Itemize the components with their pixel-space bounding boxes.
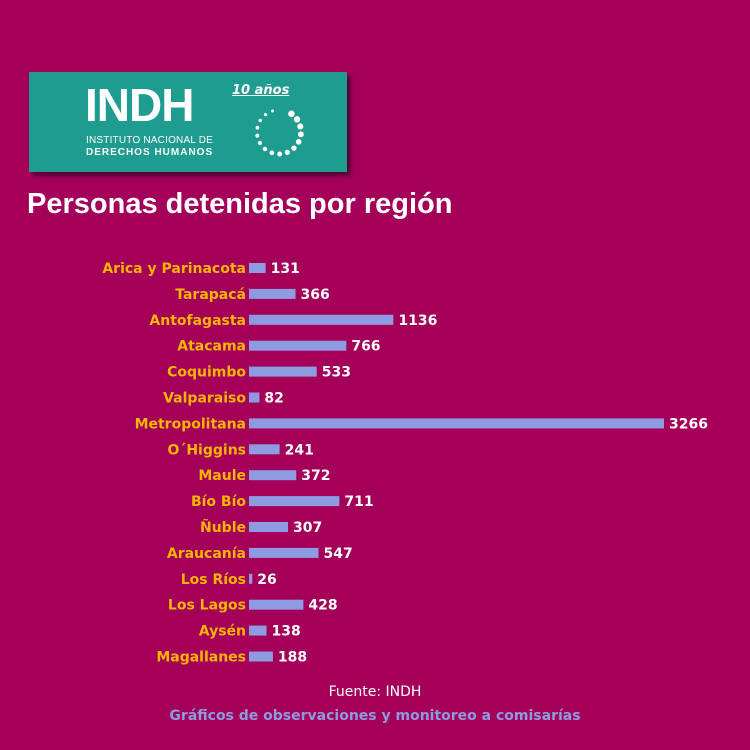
value-label: 138 [272,624,301,640]
bar [249,314,394,325]
category-label: Metropolitana [135,416,246,432]
category-label: Magallanes [156,650,246,666]
logo-dot [257,140,263,146]
category-label: Atacama [177,339,246,355]
value-label: 372 [301,468,330,484]
logo-dot [258,118,263,123]
logo-line-2: DERECHOS HUMANOS [86,147,214,158]
logo-dot [262,146,268,152]
value-label: 82 [264,391,283,407]
value-label: 1136 [398,313,437,329]
bar [249,651,273,662]
logo-dot [263,112,268,117]
bar [249,288,296,299]
value-label: 241 [285,442,314,458]
value-label: 428 [308,598,337,614]
logo-dot [277,151,283,157]
value-label: 131 [271,261,300,277]
bar [249,547,319,558]
value-label: 26 [257,572,276,588]
category-label: Arica y Parinacota [102,261,246,277]
value-label: 366 [301,287,330,303]
value-label: 533 [322,365,351,381]
chart-title: Personas detenidas por región [27,188,453,220]
category-label: Antofagasta [149,313,246,329]
category-label: Ñuble [200,519,246,536]
category-label: Coquimbo [167,365,246,381]
bar [249,470,297,481]
category-label: O´Higgins [167,442,246,458]
logo-wordmark: INDH [85,79,194,131]
value-label: 711 [344,494,373,510]
category-label: Valparaiso [163,391,246,407]
logo-dot [288,110,295,118]
value-label: 3266 [669,416,708,432]
logo-line-1: INSTITUTO NACIONAL DE [86,135,213,146]
category-label: Aysén [199,624,246,640]
bar [249,522,289,532]
logo-dots-circle-icon [255,109,304,157]
bar [249,444,280,455]
bar [249,599,304,610]
bar [249,573,253,584]
logo-dot [255,133,260,138]
logo-dot [291,145,297,151]
bar [249,496,340,507]
category-label: Tarapacá [175,287,246,303]
logo-dot [293,116,301,123]
indh-logo: INDH INSTITUTO NACIONAL DE DERECHOS HUMA… [29,72,347,172]
value-label: 307 [293,520,322,536]
logo-dot [270,109,274,113]
bar [249,392,260,403]
category-label: Araucanía [167,546,246,562]
category-label: Los Ríos [181,572,246,588]
category-label: Los Lagos [168,598,246,614]
bar [249,340,347,351]
logo-dot [269,150,275,156]
logo-dot [284,149,290,155]
category-label: Bío Bío [191,494,246,510]
bar [249,366,317,377]
category-label: Maule [198,468,246,484]
logo-anniversary: 10 años [232,83,290,98]
bar [249,418,664,429]
source-text: Fuente: INDH [328,684,422,700]
logo-dot [255,125,260,130]
bar [249,625,267,636]
bar [249,263,266,273]
logo-dot [297,123,304,130]
value-label: 547 [324,546,353,562]
value-label: 766 [351,339,380,355]
logo-dot [295,139,302,145]
logo-dot [297,131,304,138]
footer-subtitle: Gráficos de observaciones y monitoreo a … [169,708,581,724]
value-label: 188 [278,650,307,666]
